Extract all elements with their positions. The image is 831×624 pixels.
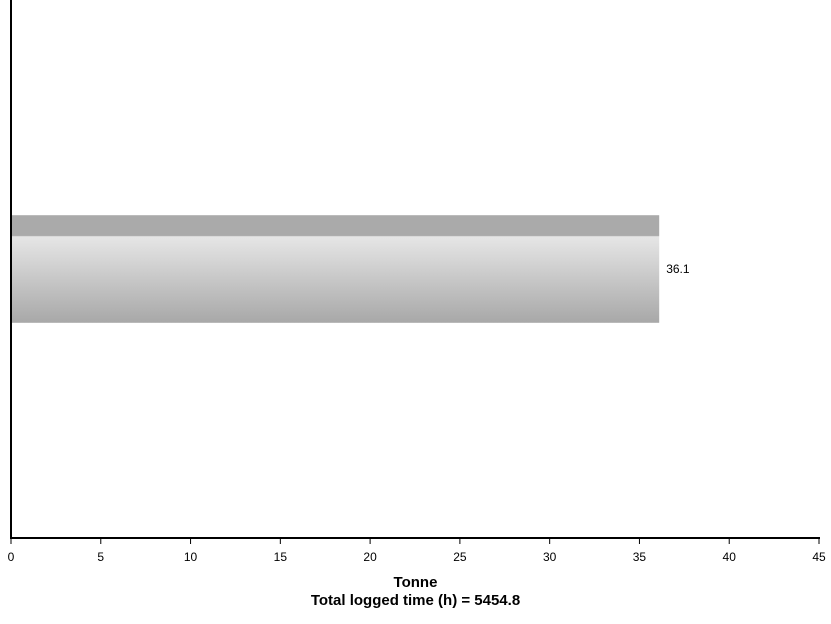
x-tick-label: 40 bbox=[723, 550, 737, 564]
x-tick-label: 0 bbox=[8, 550, 15, 564]
x-tick-label: 10 bbox=[184, 550, 198, 564]
x-tick-label: 5 bbox=[97, 550, 104, 564]
chart-subtitle: Total logged time (h) = 5454.8 bbox=[310, 592, 521, 609]
bar bbox=[11, 215, 660, 323]
x-tick-label: 25 bbox=[453, 550, 467, 564]
x-tick-label: 30 bbox=[543, 550, 557, 564]
x-tick-label: 20 bbox=[363, 550, 377, 564]
x-tick-label: 35 bbox=[633, 550, 647, 564]
x-tick-label: 45 bbox=[812, 550, 826, 564]
bar-value-label: 36.1 bbox=[666, 262, 690, 276]
x-axis-title: Tonne bbox=[393, 574, 438, 591]
x-tick-label: 15 bbox=[274, 550, 288, 564]
